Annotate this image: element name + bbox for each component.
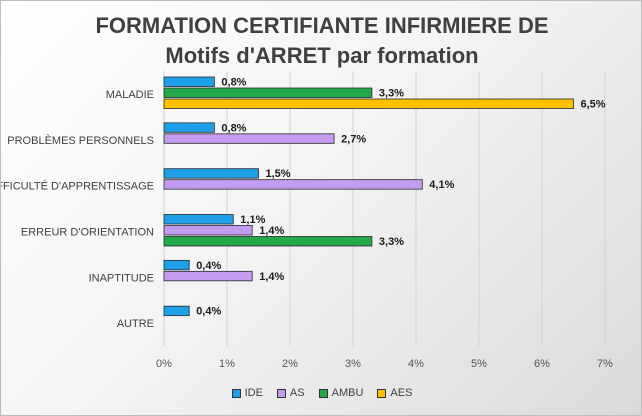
legend-label-ide: IDE [244, 387, 263, 399]
category-label-problemes-personnels: PROBLÈMES PERSONNELS [7, 134, 154, 147]
x-tick-label-1: 1% [219, 358, 235, 370]
bar-ide-maladie [163, 76, 215, 87]
bar-ide-erreur-d-orientation [163, 214, 234, 225]
x-tick-label-0: 0% [156, 358, 172, 370]
legend-item-ide: IDE [231, 387, 263, 399]
data-label-ide-problemes-personnels: 0,8% [221, 122, 246, 134]
bar-ambu-maladie [163, 87, 373, 98]
bar-as-difficulte-d-apprentissage [163, 179, 423, 190]
bar-as-erreur-d-orientation [163, 225, 253, 236]
data-label-ambu-erreur-d-orientation: 3,3% [379, 236, 404, 248]
data-label-ide-autre: 0,4% [196, 306, 221, 318]
bar-ide-problemes-personnels [163, 122, 215, 133]
bar-as-inaptitude [163, 270, 253, 282]
legend-label-aes: AES [390, 387, 413, 399]
x-tick-label-7: 7% [597, 358, 613, 370]
chart-title: FORMATION CERTIFIANTE INFIRMIERE DE Moti… [1, 11, 641, 71]
bar-as-problemes-personnels [163, 133, 335, 144]
data-label-ambu-maladie: 3,3% [379, 88, 404, 100]
bar-ide-autre [163, 305, 190, 317]
data-label-aes-maladie: 6,5% [581, 99, 606, 111]
category-label-erreur-d-orientation: ERREUR D'ORIENTATION [21, 226, 154, 238]
legend-swatch-ambu [318, 388, 328, 398]
data-label-as-difficulte-d-apprentissage: 4,1% [429, 179, 454, 191]
legend-item-ambu: AMBU [318, 387, 364, 399]
data-label-ide-maladie: 0,8% [221, 77, 246, 89]
bar-ambu-erreur-d-orientation [163, 236, 373, 247]
bar-ide-inaptitude [163, 259, 190, 271]
x-tick-label-5: 5% [471, 358, 487, 370]
data-label-ide-inaptitude: 0,4% [196, 260, 221, 272]
category-label-difficulte-d-apprentissage: DIFFICULTÉ D'APPRENTISSAGE [1, 180, 154, 193]
x-tick-label-2: 2% [282, 358, 298, 370]
legend-item-as: AS [276, 387, 305, 399]
category-label-maladie: MALADIE [106, 89, 154, 101]
x-tick-label-6: 6% [534, 358, 550, 370]
legend-item-aes: AES [377, 387, 412, 399]
data-label-ide-difficulte-d-apprentissage: 1,5% [266, 168, 291, 180]
category-label-inaptitude: INAPTITUDE [89, 272, 154, 284]
legend-swatch-aes [377, 388, 387, 398]
chart-legend: IDE AS AMBU AES [1, 387, 641, 399]
data-label-as-problemes-personnels: 2,7% [341, 133, 366, 145]
x-tick-label-4: 4% [408, 358, 424, 370]
legend-swatch-as [276, 388, 286, 398]
chart-title-line-2: Motifs d'ARRET par formation [165, 43, 479, 68]
data-label-as-erreur-d-orientation: 1,4% [259, 225, 284, 237]
data-label-as-inaptitude: 1,4% [259, 271, 284, 283]
category-label-autre: AUTRE [117, 318, 154, 330]
legend-label-ambu: AMBU [331, 387, 364, 399]
chart-title-line-1: FORMATION CERTIFIANTE INFIRMIERE DE [95, 13, 549, 38]
legend-swatch-ide [231, 388, 241, 398]
bar-aes-maladie [163, 98, 574, 109]
legend-label-as: AS [289, 387, 305, 399]
x-tick-label-3: 3% [345, 358, 361, 370]
bar-ide-difficulte-d-apprentissage [163, 168, 259, 179]
data-label-ide-erreur-d-orientation: 1,1% [240, 214, 265, 226]
